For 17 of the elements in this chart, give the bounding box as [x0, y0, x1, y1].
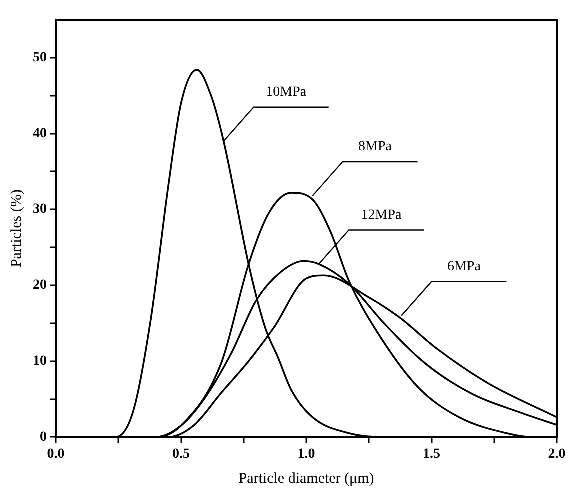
annotation: 8MPa: [358, 140, 393, 155]
y-tick-label: 50: [33, 50, 47, 66]
x-tick-label: 1.5: [423, 447, 440, 462]
annotation: 6MPa: [447, 260, 482, 275]
x-tick-label: 0.5: [172, 447, 190, 462]
annotation: 10MPa: [266, 85, 308, 100]
x-tick-label: 1.0: [298, 447, 316, 462]
y-tick-label: 40: [33, 126, 47, 142]
x-axis-title: Particle diameter (μm): [238, 470, 374, 487]
y-tick-label: 30: [33, 202, 47, 218]
y-tick-label: 0: [40, 430, 47, 445]
annotation: 12MPa: [361, 208, 403, 223]
y-axis-title: Particles (%): [8, 190, 25, 268]
y-tick-label: 20: [33, 278, 47, 294]
x-tick-label: 0.0: [47, 447, 65, 462]
x-tick-label: 2.0: [548, 447, 566, 462]
y-tick-label: 10: [33, 354, 47, 369]
